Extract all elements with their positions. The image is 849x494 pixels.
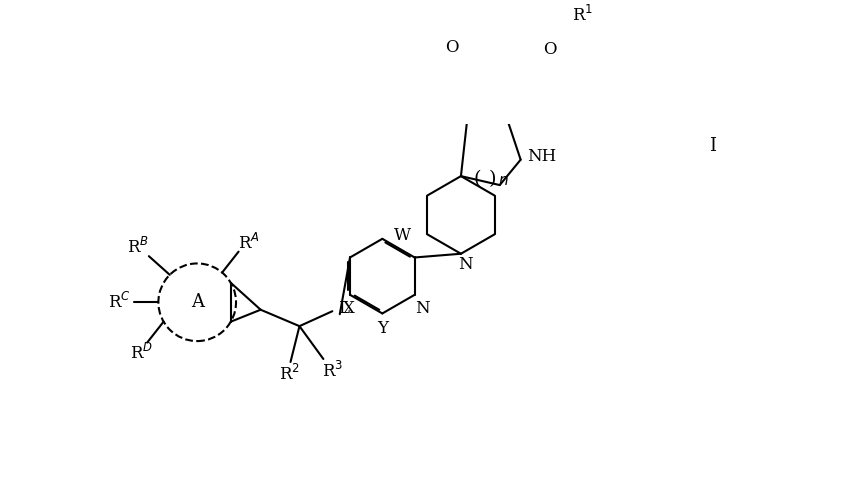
Text: Y: Y: [377, 320, 388, 337]
Text: I: I: [709, 136, 716, 155]
Text: W: W: [395, 227, 412, 244]
Text: $n$: $n$: [498, 173, 509, 188]
Text: R$^C$: R$^C$: [108, 292, 131, 312]
Text: R$^2$: R$^2$: [279, 364, 301, 384]
Text: R$^1$: R$^1$: [572, 5, 593, 25]
Text: O: O: [445, 39, 458, 56]
Text: X: X: [343, 300, 354, 317]
Text: A: A: [191, 293, 204, 311]
Text: R$^B$: R$^B$: [127, 237, 149, 257]
Text: R$^A$: R$^A$: [238, 233, 260, 253]
Text: N: N: [415, 300, 430, 317]
Text: L: L: [338, 300, 349, 317]
Text: NH: NH: [527, 148, 556, 165]
Text: R$^D$: R$^D$: [130, 343, 153, 363]
Text: ): ): [488, 170, 496, 188]
Text: R$^3$: R$^3$: [322, 361, 343, 381]
Text: (: (: [474, 170, 481, 188]
Text: O: O: [543, 41, 556, 58]
Text: N: N: [458, 256, 473, 273]
